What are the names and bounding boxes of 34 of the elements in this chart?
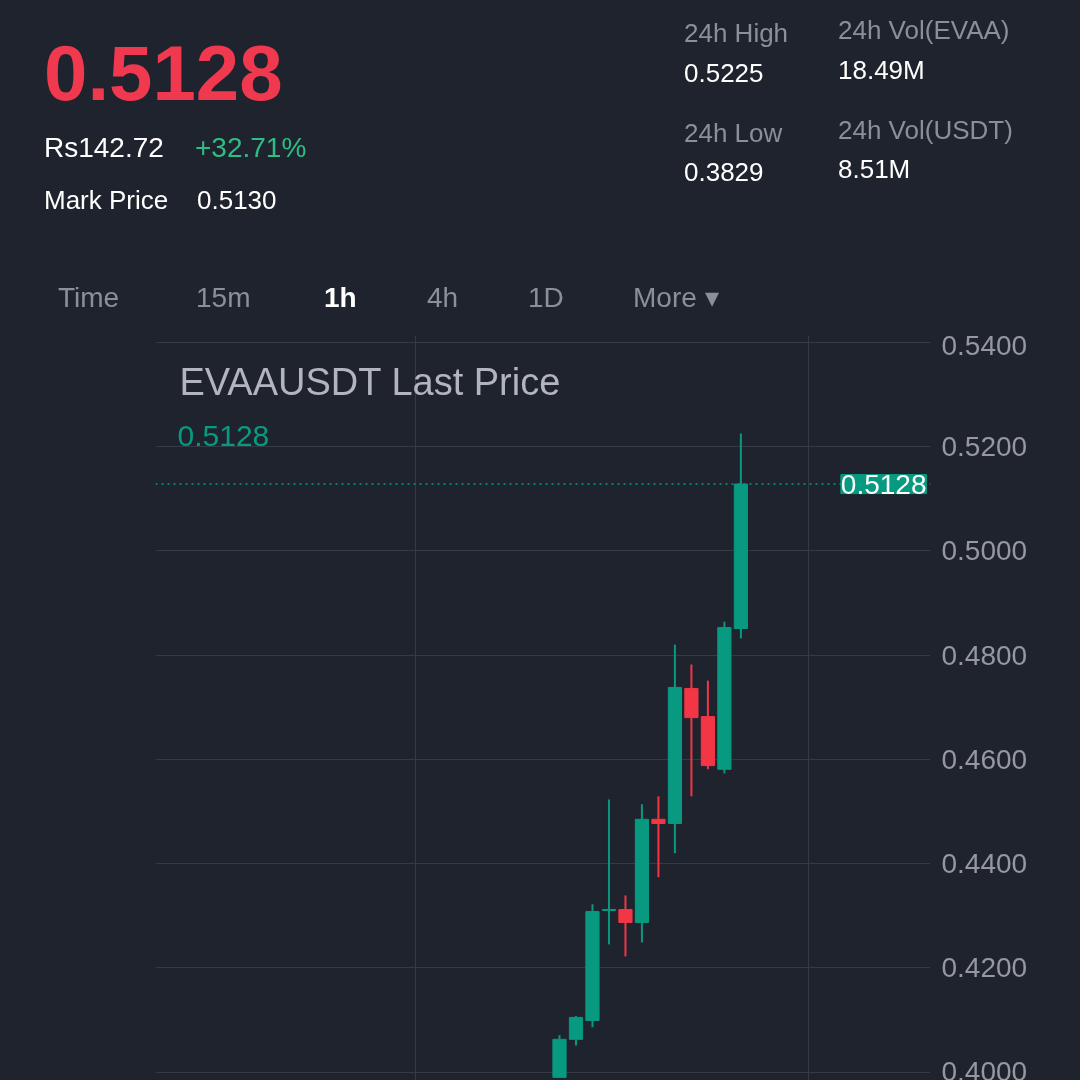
annotation: 0.5128 — [177, 418, 270, 452]
text: 0.3829 — [684, 156, 764, 189]
text: 24h High — [684, 17, 789, 50]
text: Time — [58, 281, 120, 315]
candlestick — [618, 894, 633, 958]
candlestick — [568, 1014, 584, 1047]
text: 0.5225 — [684, 57, 764, 90]
candlestick — [651, 795, 666, 879]
text: 8.51M — [838, 153, 911, 186]
y-tick-label: 0.4600 — [941, 743, 1028, 775]
y-tick-label: 0.5000 — [941, 535, 1028, 567]
text: 4h — [427, 281, 459, 315]
y-tick-label: 0.5400 — [941, 329, 1028, 361]
y-tick-label: 0.4000 — [941, 1055, 1028, 1080]
text: 24h Vol(USDT) — [838, 114, 1013, 147]
text: 0.5130 — [197, 184, 277, 217]
text: EVAAUSDT Last Price — [179, 360, 561, 403]
y-tick-label: 0.4800 — [941, 639, 1028, 671]
text: 18.49M — [838, 54, 925, 87]
text: Rs142.72 — [44, 131, 164, 165]
text: 24h Low — [684, 117, 783, 150]
candlestick — [601, 798, 617, 946]
text: 1D — [528, 281, 564, 315]
text: 24h Vol(EVAA) — [838, 14, 1010, 47]
y-tick-label: 0.4400 — [941, 848, 1028, 880]
text: 1h — [324, 281, 357, 315]
ref-line-label: 0.5128 — [840, 468, 927, 500]
text: 0.5128 — [44, 28, 283, 119]
y-tick-label: 0.4200 — [941, 952, 1028, 984]
text: +32.71% — [195, 131, 307, 165]
text: More ▾ — [633, 281, 719, 315]
y-tick-label: 0.5200 — [941, 431, 1028, 463]
text: Mark Price — [44, 184, 169, 217]
text: 15m — [196, 281, 251, 315]
